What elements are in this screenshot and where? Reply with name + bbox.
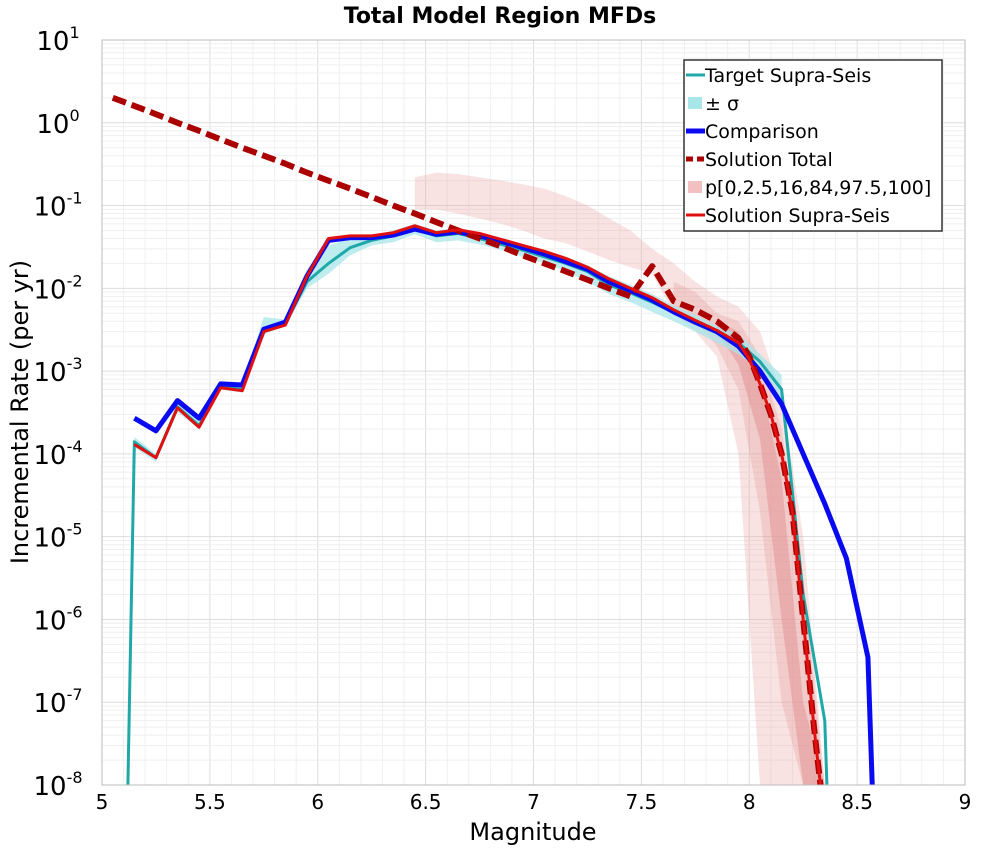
y-tick-label: 10-5	[33, 520, 82, 554]
legend: Target Supra-Seis ± σ Comparison Solution T…	[683, 59, 943, 232]
y-tick-label: 10-8	[33, 768, 82, 802]
y-axis-label: Incremental Rate (per yr)	[6, 260, 34, 564]
band-p-0-2-5-16-84-97-5-100-	[716, 321, 825, 785]
y-tick-label: 10-2	[33, 271, 82, 305]
y-tick-label: 10-7	[33, 685, 82, 719]
plot-frame	[101, 39, 966, 786]
x-tick-label: 5.5	[194, 790, 226, 814]
y-tick-label: 10-1	[33, 189, 82, 223]
band-p-0-2-5-16-84-97-5-100-	[673, 281, 825, 785]
y-tick-label: 10-4	[33, 437, 82, 471]
legend-label: Target Supra-Seis	[704, 65, 871, 87]
y-tick-label: 10-3	[33, 354, 82, 388]
legend-label: ± σ	[705, 93, 739, 115]
x-axis-ticks: 5 5.5 6 6.5 7 7.5 8 8.5 9	[96, 790, 972, 814]
x-tick-label: 7	[527, 790, 540, 814]
legend-label: p[0,2.5,16,84,97.5,100]	[705, 177, 931, 199]
x-tick-label: 7.5	[625, 790, 657, 814]
chart-title: Total Model Region MFDs	[344, 4, 657, 29]
series-lines	[111, 95, 875, 786]
y-tick-label: 100	[36, 106, 79, 140]
x-tick-label: 8.5	[841, 790, 873, 814]
x-tick-label: 6	[311, 790, 324, 814]
x-axis-label: Magnitude	[469, 818, 596, 846]
legend-swatch	[688, 97, 702, 109]
grid-lines	[101, 40, 966, 786]
series-line-solution-supra-seis	[133, 224, 822, 786]
x-tick-label: 5	[96, 790, 109, 814]
legend-box	[683, 59, 943, 232]
y-axis-ticks: 101 100 10-1 10-2 10-3 10-4 10-5 10-6 10-7 10-8	[33, 23, 82, 802]
legend-swatch	[688, 181, 702, 193]
x-tick-label: 6.5	[410, 790, 442, 814]
legend-label: Comparison	[705, 121, 819, 143]
y-tick-label: 101	[36, 23, 79, 57]
x-tick-label: 8	[743, 790, 756, 814]
legend-label: Solution Total	[705, 149, 833, 171]
legend-label: Solution Supra-Seis	[705, 205, 890, 227]
y-tick-label: 10-6	[33, 602, 82, 636]
x-tick-label: 9	[959, 790, 972, 814]
